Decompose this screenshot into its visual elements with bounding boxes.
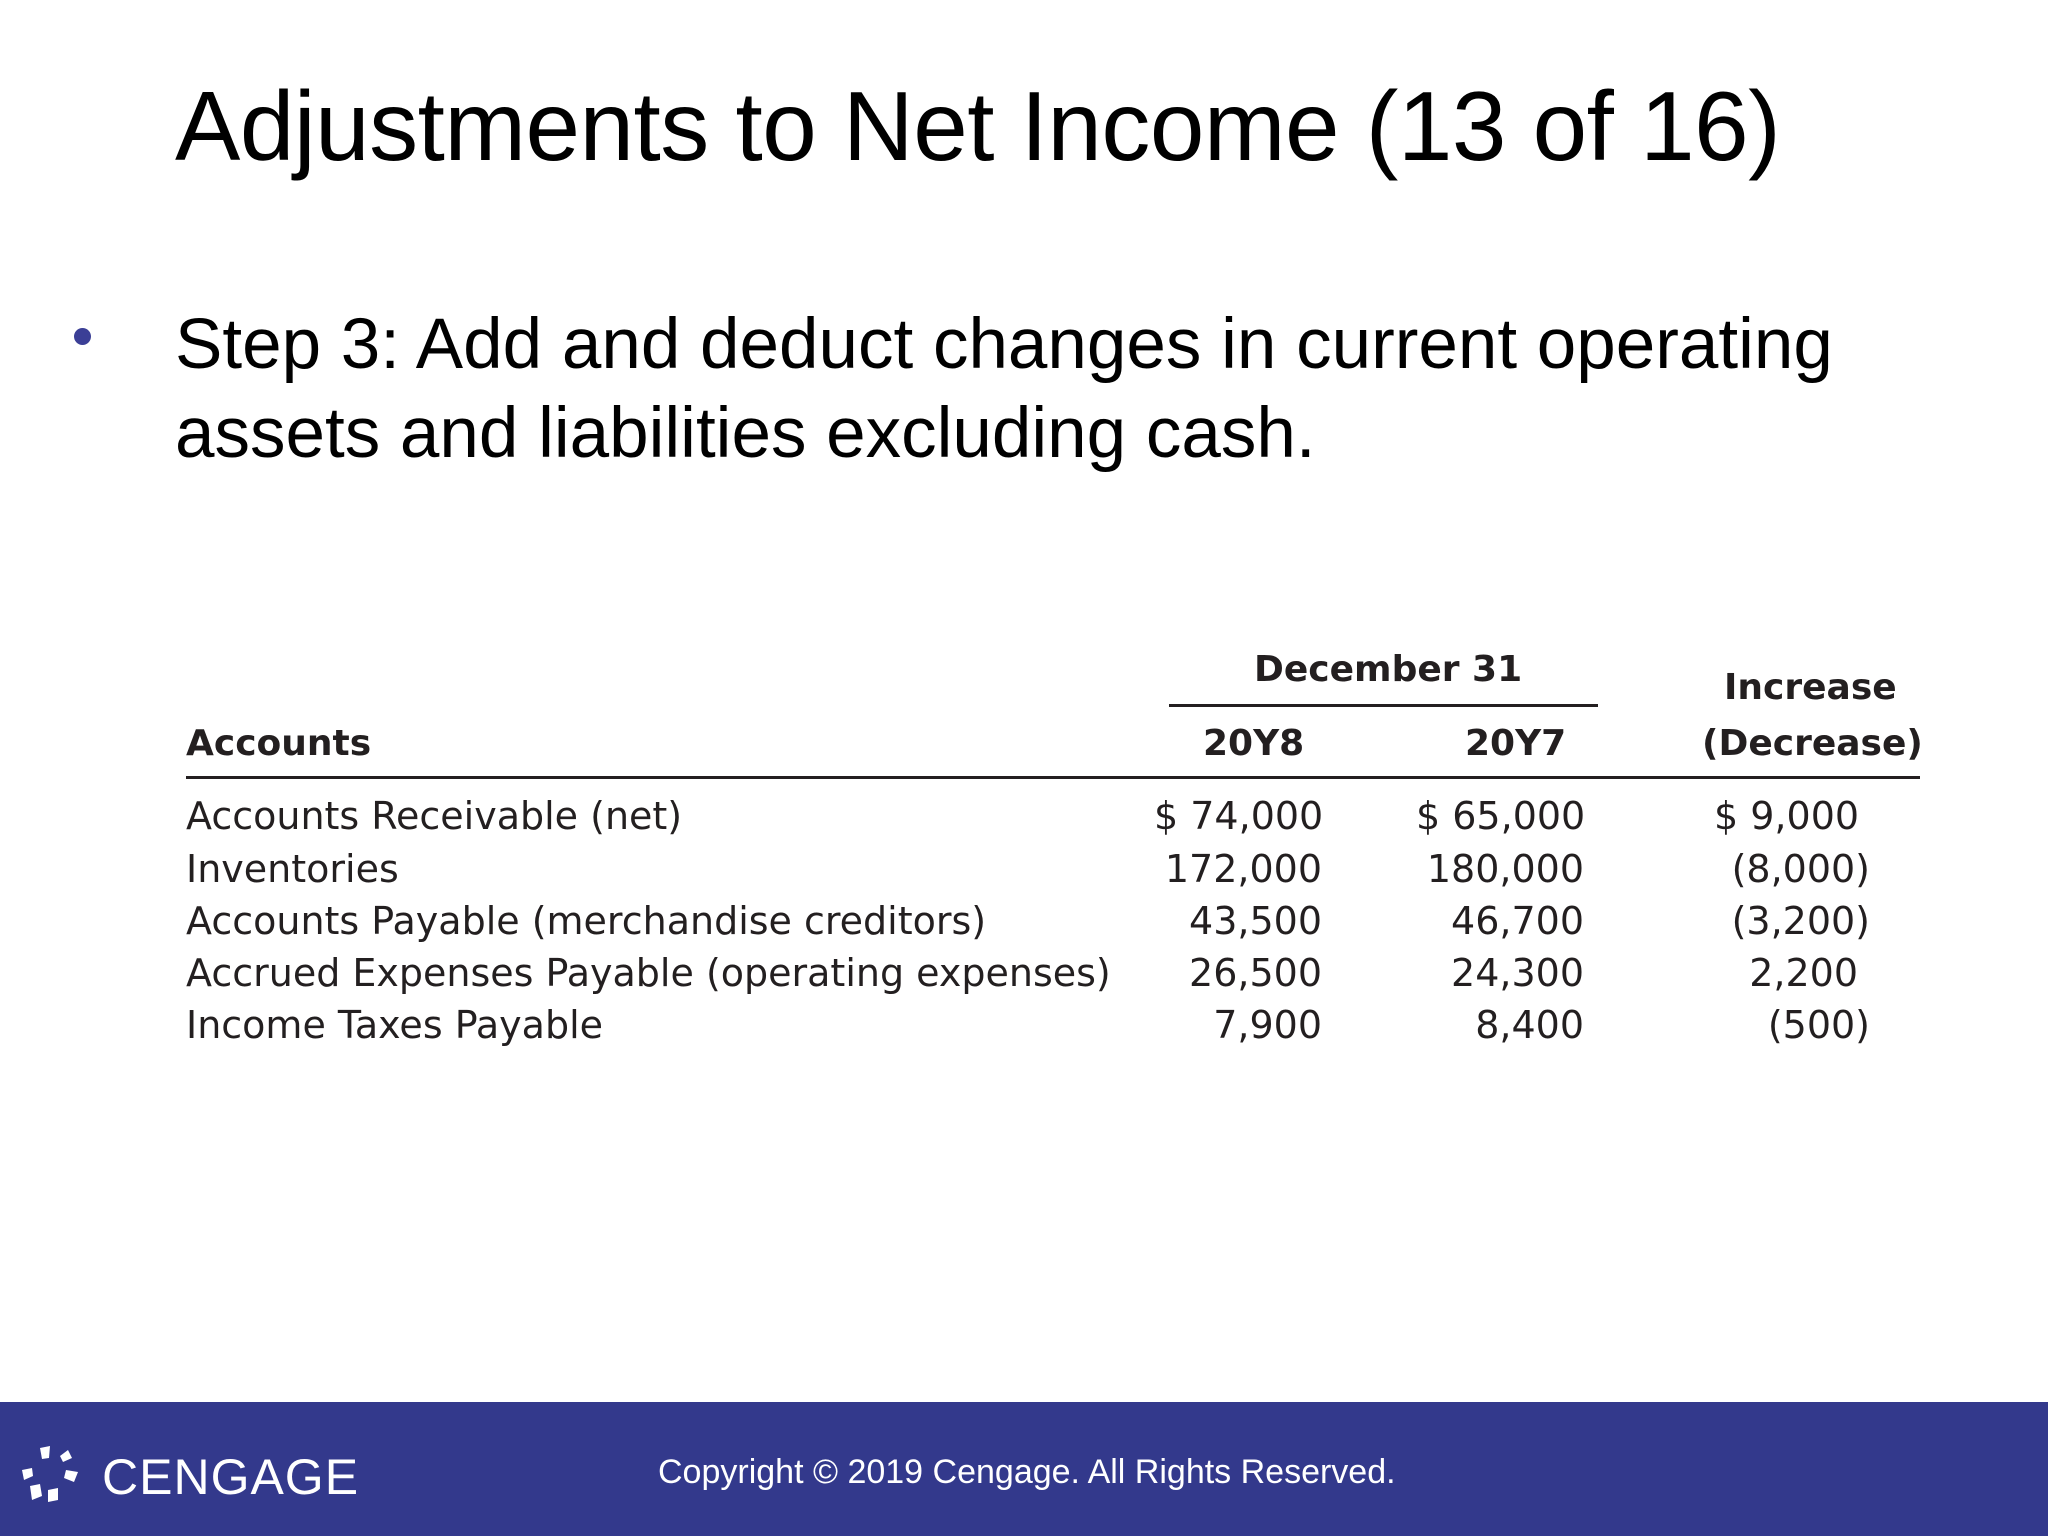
row-3-20y7: 46,700 [1451,899,1584,943]
header-accounts: Accounts [186,723,372,764]
row-3-change: (3,200) [1731,899,1870,943]
row-2-change: (8,000) [1731,847,1870,891]
header-decrease: (Decrease) [1702,723,1923,764]
header-rule [186,776,1920,779]
accounts-table: December 31 Increase Accounts 20Y8 20Y7 … [186,640,1923,1060]
header-20y8: 20Y8 [1203,723,1305,764]
cengage-brand: CENGAGE [102,1449,360,1505]
slide-title: Adjustments to Net Income (13 of 16) [175,71,1781,181]
header-20y7: 20Y7 [1465,723,1567,764]
row-1-change: $ 9,000 [1714,794,1860,838]
row-4-20y8: 26,500 [1189,951,1322,995]
row-2-20y8: 172,000 [1164,847,1322,891]
bullet-text: Step 3: Add and deduct changes in curren… [175,305,1833,473]
row-3-account: Accounts Payable (merchandise creditors) [186,899,987,943]
cengage-logo-icon [22,1446,78,1502]
copyright-text: Copyright © 2019 Cengage. All Rights Res… [658,1453,1396,1491]
bullet-icon [74,328,91,345]
row-5-20y8: 7,900 [1213,1003,1322,1047]
row-5-account: Income Taxes Payable [186,1003,604,1047]
row-1-20y7: $ 65,000 [1416,794,1586,838]
row-4-change: 2,200 [1749,951,1858,995]
footer-bar: CENGAGE Copyright © 2019 Cengage. All Ri… [0,1402,2048,1536]
december-underline [1169,704,1598,707]
row-2-20y7: 180,000 [1426,847,1584,891]
header-increase: Increase [1724,667,1897,708]
row-4-account: Accrued Expenses Payable (operating expe… [186,951,1111,995]
row-1-account: Accounts Receivable (net) [186,794,683,838]
header-december-31: December 31 [1254,649,1523,690]
row-5-20y7: 8,400 [1475,1003,1584,1047]
row-4-20y7: 24,300 [1451,951,1584,995]
row-2-account: Inventories [186,847,399,891]
row-5-change: (500) [1767,1003,1870,1047]
row-1-20y8: $ 74,000 [1154,794,1324,838]
row-3-20y8: 43,500 [1189,899,1322,943]
